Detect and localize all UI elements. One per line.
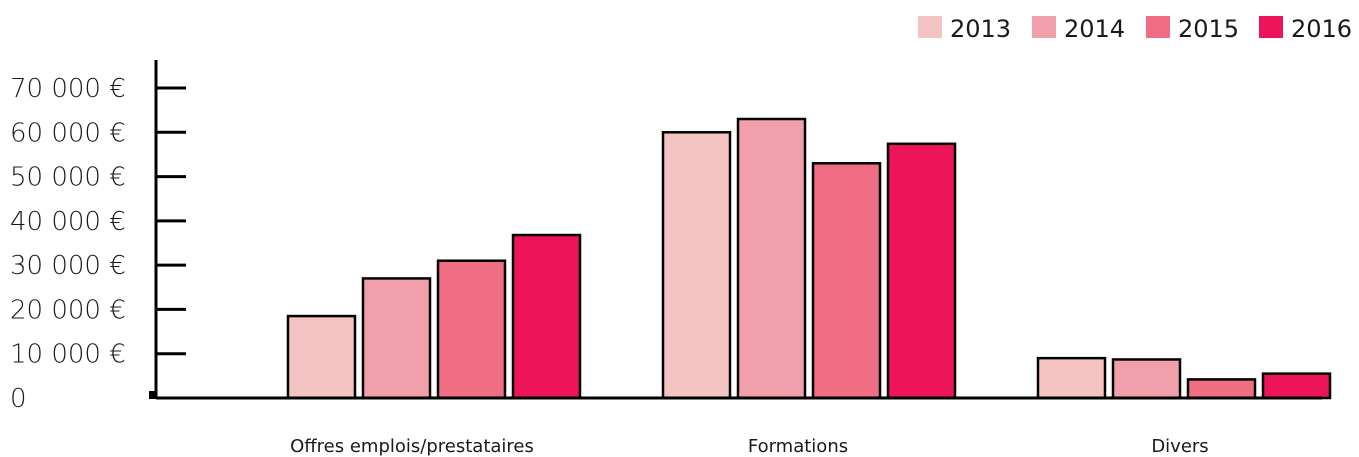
bar xyxy=(361,277,432,400)
y-tick-label: 20 000 € xyxy=(10,295,126,325)
bar xyxy=(1186,378,1257,400)
x-tick-label: Offres emplois/prestataires xyxy=(290,436,534,457)
x-axis: Offres emplois/prestataires Formations Div… xyxy=(156,396,1322,457)
origin-marker xyxy=(149,391,157,399)
legend-label: 2014 xyxy=(1064,15,1125,43)
y-tick-label: 40 000 € xyxy=(10,207,126,237)
y-tick-label: 70 000 € xyxy=(10,74,126,104)
legend-label: 2013 xyxy=(950,15,1011,43)
x-tick-label: Divers xyxy=(1151,436,1208,457)
y-axis: 0 10 000 € 20 000 € 30 000 € 40 000 € 50 000 … xyxy=(10,60,186,414)
legend-label: 2015 xyxy=(1178,15,1239,43)
y-tick-label: 0 xyxy=(10,384,27,414)
y-tick-label: 30 000 € xyxy=(10,251,126,281)
legend-item: 2015 xyxy=(1146,15,1239,43)
bar xyxy=(661,131,732,400)
bars xyxy=(286,117,1332,400)
legend-item: 2013 xyxy=(918,15,1011,43)
bar xyxy=(286,314,357,400)
bar xyxy=(886,142,957,400)
legend-swatch xyxy=(918,16,942,38)
legend: 2013 2014 2015 2016 xyxy=(918,15,1352,43)
bar xyxy=(1111,358,1182,400)
y-tick-label: 60 000 € xyxy=(10,118,126,148)
bar xyxy=(1036,356,1107,400)
legend-swatch xyxy=(1259,16,1283,38)
bar xyxy=(511,233,582,400)
bar xyxy=(811,162,882,400)
legend-item: 2016 xyxy=(1259,15,1352,43)
bar xyxy=(736,117,807,400)
x-tick-label: Formations xyxy=(748,436,848,457)
bar xyxy=(436,259,507,400)
y-tick-label: 10 000 € xyxy=(10,340,126,370)
y-tick-label: 50 000 € xyxy=(10,163,126,193)
legend-item: 2014 xyxy=(1032,15,1125,43)
legend-swatch xyxy=(1146,16,1170,38)
bar xyxy=(1261,372,1332,400)
legend-swatch xyxy=(1032,16,1056,38)
legend-label: 2016 xyxy=(1291,15,1352,43)
